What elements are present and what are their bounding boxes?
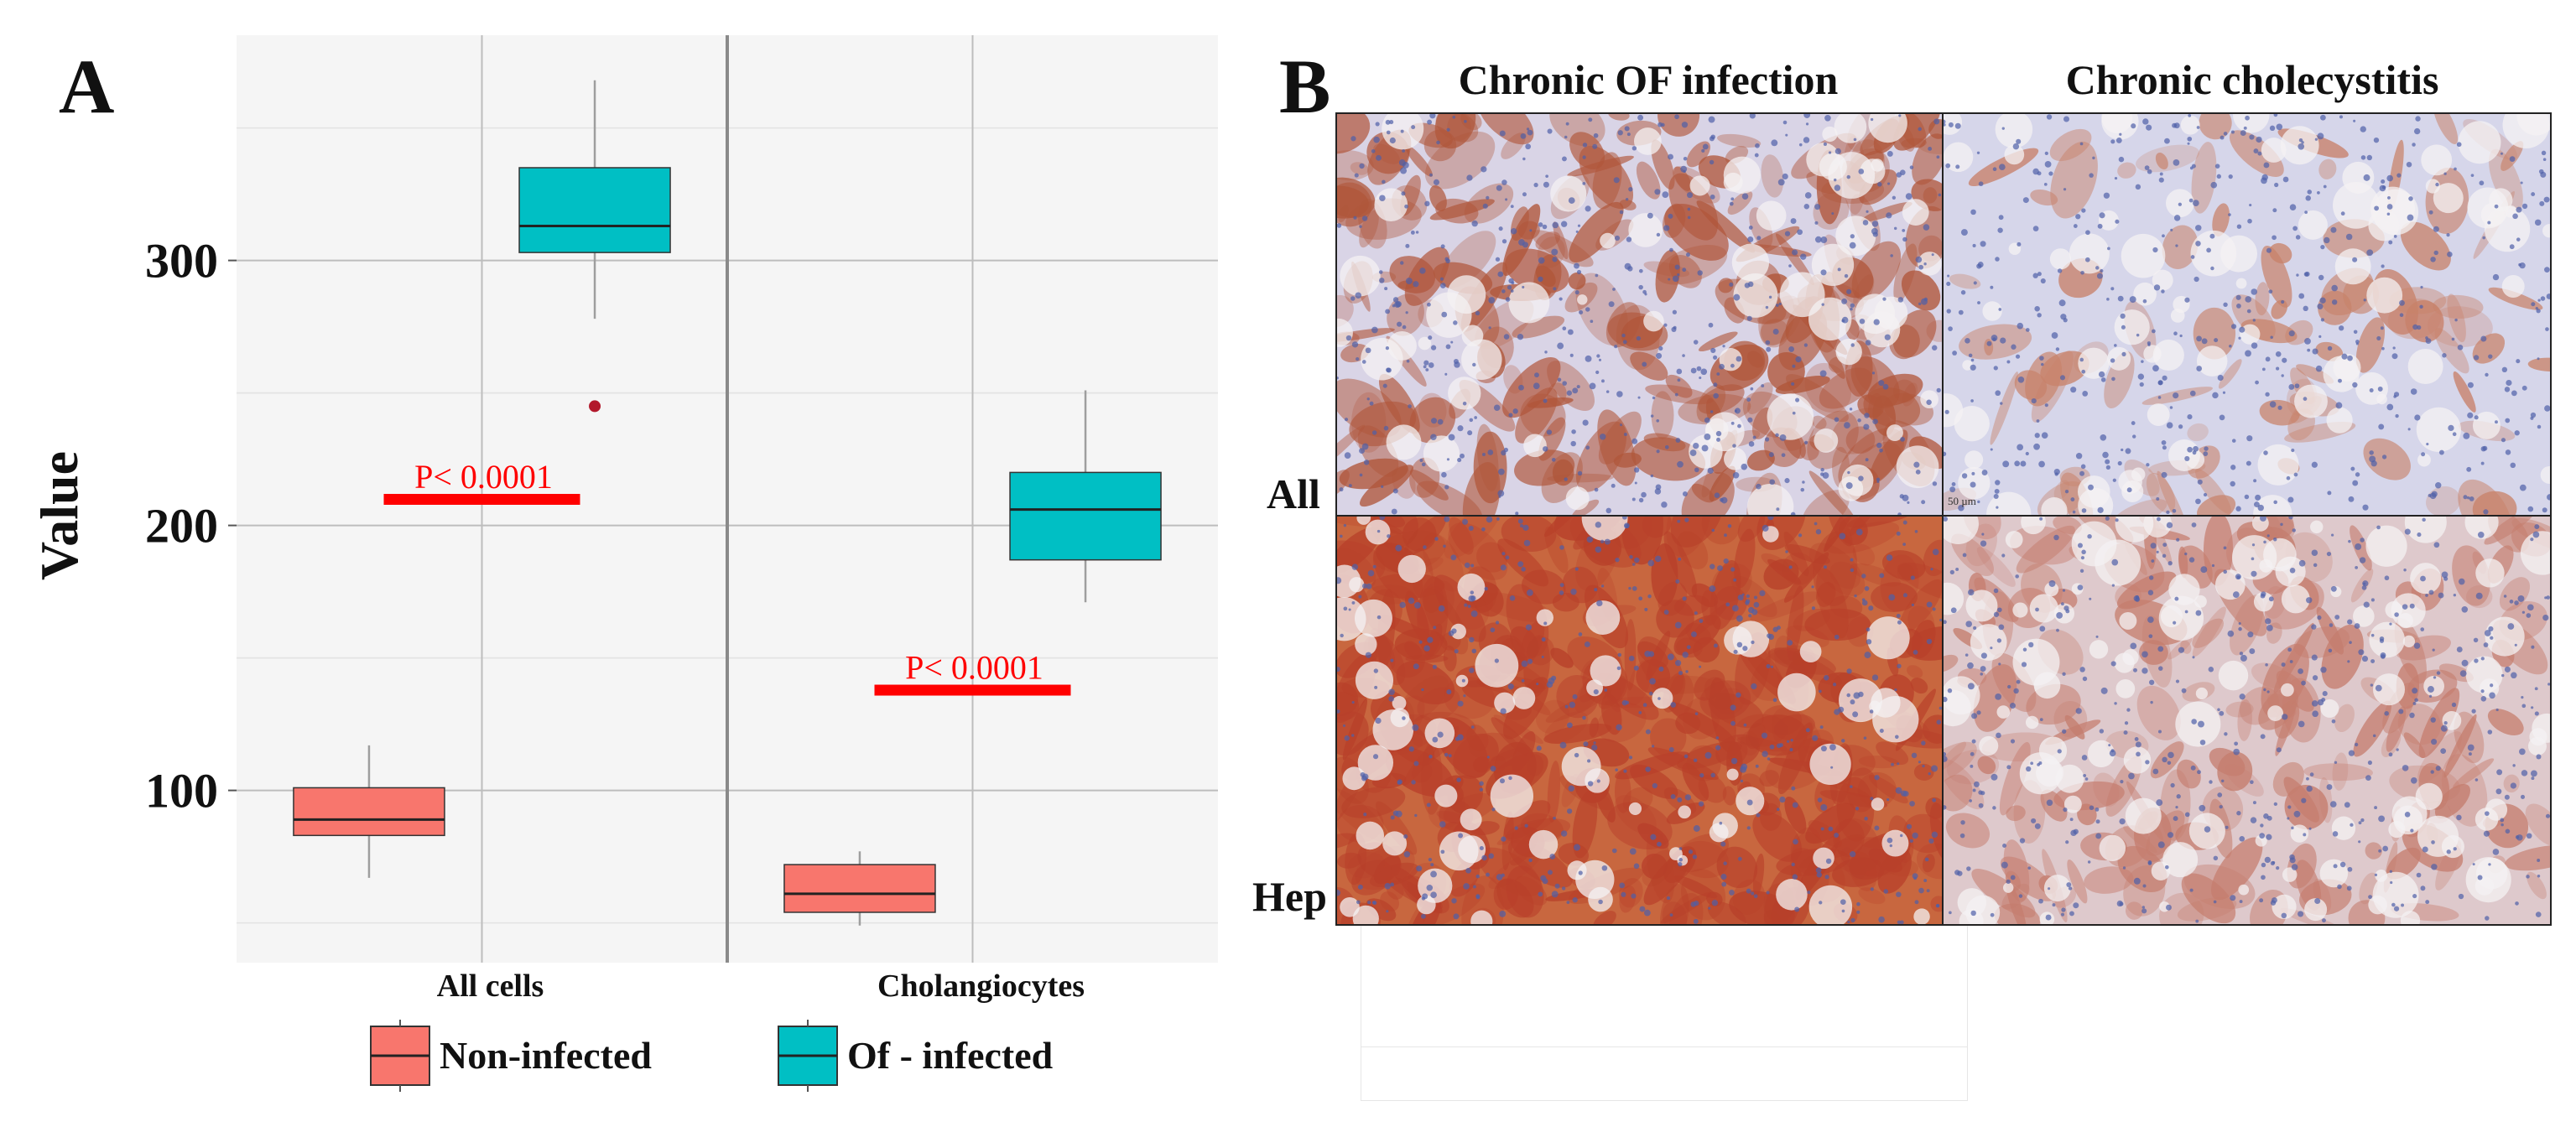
panel-a-letter: A: [59, 44, 115, 129]
micrograph-cholecystitis-all-image: [1944, 114, 2550, 515]
box-body: [293, 787, 445, 837]
y-tick-label: 200: [145, 499, 218, 553]
box-body: [1009, 471, 1162, 561]
micrograph-ofinfection-all: [1335, 112, 1944, 517]
box-body: [783, 864, 936, 913]
box-body: [518, 167, 671, 253]
significance-label: P< 0.0001: [905, 649, 1043, 687]
x-tick-label: Cholangiocytes: [877, 969, 1085, 1004]
significance-bar: [383, 494, 580, 505]
micro-row-label-all: All: [1267, 470, 1320, 517]
micro-col-title-1: Chronic OF infection: [1458, 56, 1839, 103]
micro-col-title-2: Chronic cholecystitis: [2065, 56, 2439, 103]
x-tick-label: All cells: [437, 969, 544, 1004]
significance-bar: [874, 684, 1071, 696]
legend-label: Of - infected: [847, 1034, 1054, 1077]
micrograph-ofinfection-all-image: [1337, 114, 1942, 515]
box-outlier: [589, 400, 601, 413]
y-tick-label: 100: [145, 764, 218, 818]
significance-label: P< 0.0001: [414, 458, 553, 496]
micrograph-ofinfection-hep: [1335, 515, 1944, 926]
panel-b-letter: B: [1279, 44, 1331, 129]
micrograph-cholecystitis-hep: [1942, 515, 2552, 926]
y-tick-label: 300: [145, 234, 218, 288]
micro-row-label-hep: Hep: [1252, 873, 1327, 920]
micrograph-cholecystitis-hep-image: [1944, 517, 2550, 924]
y-axis-label: Value: [29, 451, 89, 580]
legend-label: Non-infected: [440, 1034, 652, 1077]
micrograph-cholecystitis-all: [1942, 112, 2552, 517]
blank-frame: [1361, 926, 1968, 1047]
micrograph-ofinfection-hep-image: [1337, 517, 1942, 924]
scale-bar-label: 50 µm: [1948, 495, 1976, 507]
blank-frame-bottom: [1361, 1046, 1968, 1101]
